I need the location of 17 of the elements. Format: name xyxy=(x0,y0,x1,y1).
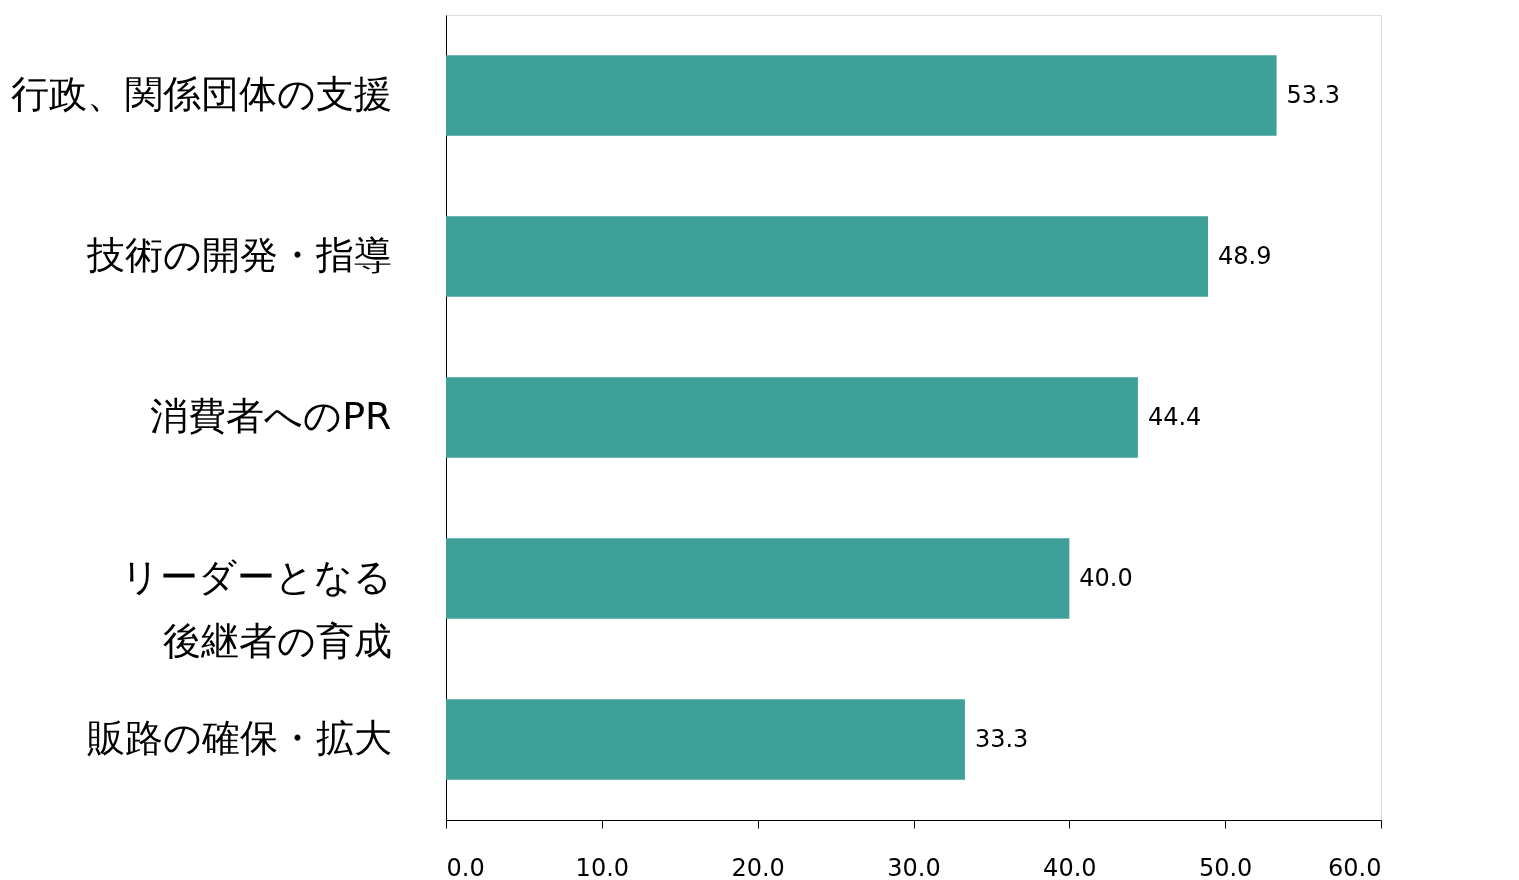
data-label: 48.9 xyxy=(1218,241,1272,270)
x-tick-label: 60.0 xyxy=(1328,853,1382,880)
y-tick-label: 技術の開発・指導 xyxy=(85,232,392,277)
y-tick-label: 消費者へのPR xyxy=(150,393,392,438)
x-tick-label: 50.0 xyxy=(1198,853,1253,880)
x-tick-label: 30.0 xyxy=(887,853,941,880)
x-tick-label: 0.0 xyxy=(446,853,485,880)
data-label: 53.3 xyxy=(1286,80,1341,109)
data-label: 44.4 xyxy=(1147,402,1202,431)
y-tick-label: リーダーとなる後継者の育成 xyxy=(120,554,392,663)
y-tick-label: 販路の確保・拡大 xyxy=(86,715,392,760)
x-tick-label: 10.0 xyxy=(575,853,630,880)
y-tick-label: 行政、関係団体の支援 xyxy=(10,71,392,116)
x-tick-label: 20.0 xyxy=(731,853,785,880)
x-tick-label: 40.0 xyxy=(1043,853,1097,880)
data-label: 33.3 xyxy=(974,724,1029,753)
data-label: 40.0 xyxy=(1079,563,1133,592)
